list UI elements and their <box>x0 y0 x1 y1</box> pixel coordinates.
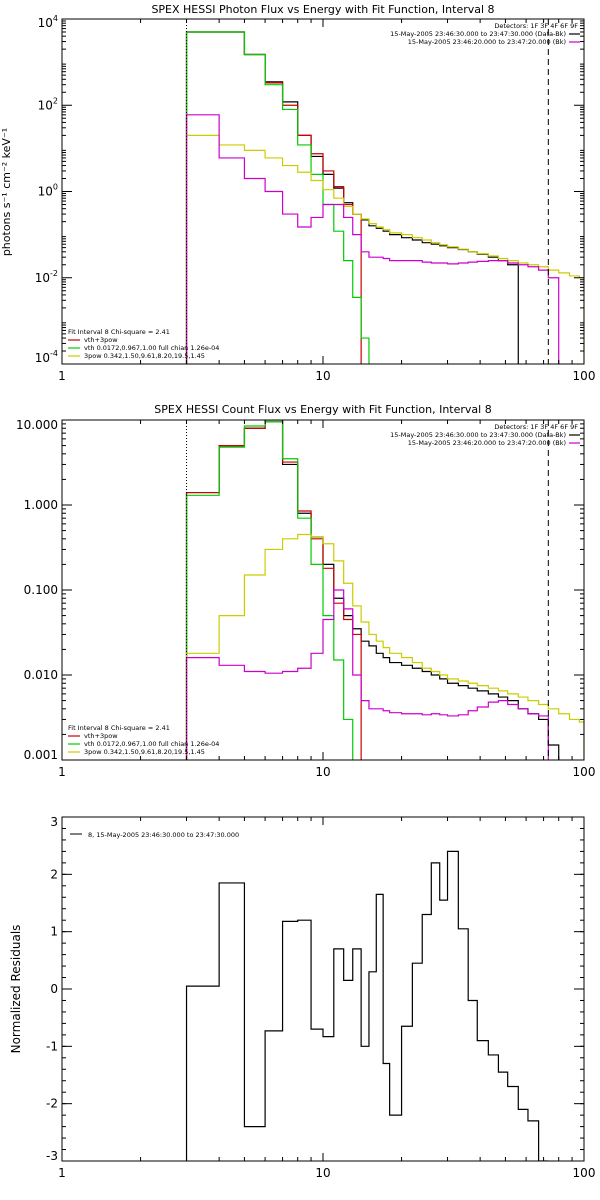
series-layer <box>185 420 584 760</box>
axis-ticks: 1 10 100 0.001 0.010 0.100 1.000 10.000 <box>16 418 595 779</box>
y-tick-base: 10 <box>38 16 53 30</box>
header-legend-text: 15-May-2005 23:46:30.000 to 23:47:30.000… <box>390 431 566 439</box>
fit-legend-text: vth+3pow <box>84 336 118 344</box>
series-line <box>185 850 549 1161</box>
y-tick-exponent: -4 <box>50 349 58 358</box>
y-tick-base: 10 <box>38 98 53 112</box>
series-line <box>185 421 362 760</box>
y-tick-exponent: 2 <box>53 96 58 105</box>
y-tick-label: 2 <box>50 867 58 881</box>
legend-label: 8, 15-May-2005 23:46:30.000 to 23:47:30.… <box>88 831 239 839</box>
series-line <box>185 589 549 760</box>
x-tick-label: 100 <box>573 1166 596 1180</box>
plot-frame <box>61 816 585 1162</box>
y-tick-label: 102 <box>38 96 58 112</box>
x-tick-label: 1 <box>58 1166 66 1180</box>
series-line <box>185 421 362 760</box>
x-tick-label: 10 <box>315 765 330 779</box>
fit-legend: Fit Interval 8 Chi-square = 2.41vth+3pow… <box>68 724 219 756</box>
fit-legend-text: 3pow 0.342,1.50,9.61,8.20,19.5,1.45 <box>84 748 205 756</box>
y-tick-base: 10 <box>35 351 50 365</box>
series-line <box>185 114 560 364</box>
fit-legend-text: 3pow 0.342,1.50,9.61,8.20,19.5,1.45 <box>84 352 205 360</box>
fit-legend-text: vth+3pow <box>84 732 118 740</box>
fit-legend-text: Fit Interval 8 Chi-square = 2.41 <box>68 724 170 732</box>
header-legend-text: 15-May-2005 23:46:30.000 to 23:47:30.000… <box>390 30 566 38</box>
residual-legend: 8, 15-May-2005 23:46:30.000 to 23:47:30.… <box>70 831 239 839</box>
header-legend-text: 15-May-2005 23:46:20.000 to 23:47:20.000… <box>408 439 566 447</box>
x-tick-label: 10 <box>315 1166 330 1180</box>
y-tick-label: 10.000 <box>16 418 58 432</box>
series-line <box>185 533 584 760</box>
fit-legend-text: Fit Interval 8 Chi-square = 2.41 <box>68 328 170 336</box>
y-tick-label: 3 <box>50 815 58 829</box>
header-legend-text: Detectors: 1F 3F 4F 6F 9F <box>494 423 578 431</box>
count-flux-panel: SPEX HESSI Count Flux vs Energy with Fit… <box>16 403 595 779</box>
y-tick-exponent: -2 <box>50 269 58 278</box>
header-legend-text: Detectors: 1F 3F 4F 6F 9F <box>494 22 578 30</box>
y-axis-label: photons s⁻¹ cm⁻² keV⁻¹ <box>0 128 13 256</box>
series-layer <box>185 850 549 1161</box>
y-tick-label: 104 <box>38 14 58 30</box>
y-tick-exponent: 4 <box>53 14 58 23</box>
y-tick-base: 10 <box>35 271 50 285</box>
y-tick-label: 0.100 <box>24 583 58 597</box>
y-tick-base: 10 <box>38 185 53 199</box>
x-tick-label: 100 <box>573 765 596 779</box>
y-tick-label: 0.001 <box>24 748 58 762</box>
header-legend-text: 15-May-2005 23:46:20.000 to 23:47:20.000… <box>408 38 566 46</box>
y-tick-label: -3 <box>46 1149 58 1163</box>
y-tick-label: -2 <box>46 1097 58 1111</box>
series-line <box>185 31 519 364</box>
axis-ticks: 1 10 100 -3 -2 -1 0 1 2 3 <box>46 815 595 1180</box>
y-tick-label: 0 <box>50 982 58 996</box>
y-tick-label: 10-2 <box>35 269 58 285</box>
chart-title: SPEX HESSI Photon Flux vs Energy with Fi… <box>151 3 494 16</box>
x-tick-label: 1 <box>58 765 66 779</box>
x-tick-label: 10 <box>315 369 330 383</box>
series-layer <box>185 19 584 364</box>
series-line <box>185 31 377 364</box>
y-tick-label: 100 <box>38 183 58 199</box>
series-line <box>185 134 584 364</box>
fit-legend-text: vth 0.0172,0.967,1.00 full chian 1.26e-0… <box>84 740 219 748</box>
fit-legend: Fit Interval 8 Chi-square = 2.41vth+3pow… <box>68 328 219 360</box>
y-tick-label: 10-4 <box>35 349 58 365</box>
plot-frame <box>61 18 585 365</box>
plot-frame <box>61 419 585 761</box>
fit-legend-text: vth 0.0172,0.967,1.00 full chian 1.26e-0… <box>84 344 219 352</box>
y-tick-label: 1.000 <box>24 498 58 512</box>
y-axis-label: Normalized Residuals <box>9 925 23 1054</box>
y-tick-label: -1 <box>46 1039 58 1053</box>
x-tick-label: 1 <box>58 369 66 383</box>
photon-flux-panel: SPEX HESSI Photon Flux vs Energy with Fi… <box>0 3 596 383</box>
y-tick-exponent: 0 <box>53 183 58 192</box>
x-tick-label: 100 <box>573 369 596 383</box>
chart-title: SPEX HESSI Count Flux vs Energy with Fit… <box>154 403 491 416</box>
y-tick-label: 1 <box>50 925 58 939</box>
residuals-panel: Normalized Residuals 1 10 100 -3 -2 -1 0 1 2 3 8,… <box>9 815 595 1180</box>
y-tick-label: 0.010 <box>24 668 58 682</box>
